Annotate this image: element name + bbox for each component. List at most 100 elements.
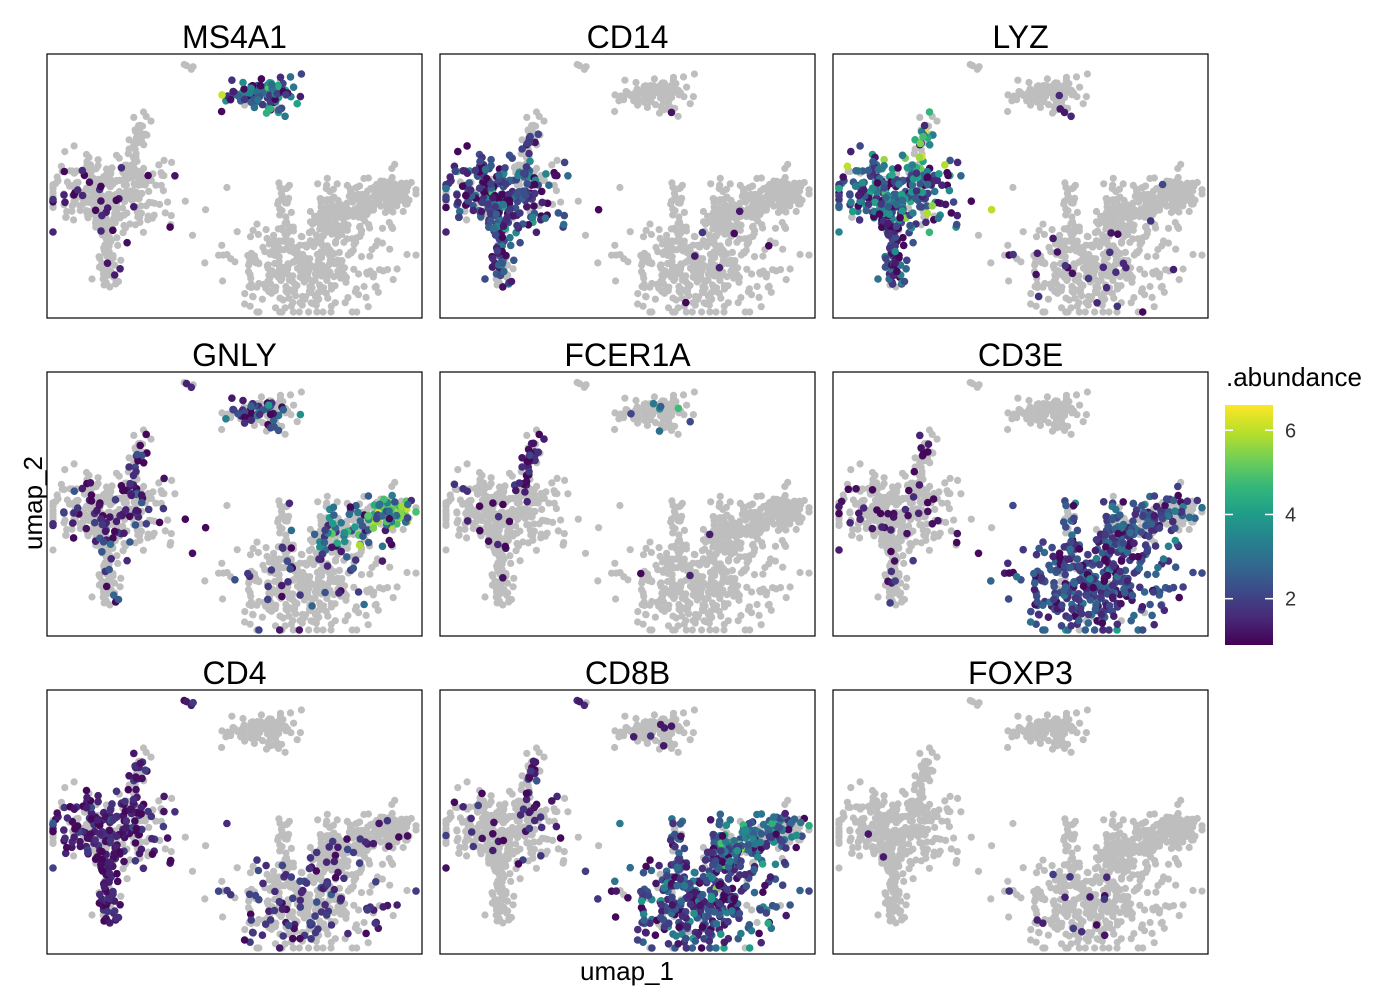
cell-point xyxy=(117,574,125,582)
cell-point xyxy=(1113,308,1121,316)
expressing-cell-point xyxy=(454,147,462,156)
cell-point xyxy=(343,181,351,189)
cell-point xyxy=(757,303,765,311)
cell-point xyxy=(727,203,735,211)
cell-point xyxy=(669,183,677,191)
expressing-cell-point xyxy=(551,171,559,180)
expressing-cell-point xyxy=(892,222,901,230)
cell-point xyxy=(78,518,87,526)
expressing-cell-point xyxy=(912,169,921,177)
expressing-cell-point xyxy=(698,228,707,237)
cell-point xyxy=(126,169,135,177)
cell-point xyxy=(182,62,191,70)
cell-point xyxy=(282,213,290,221)
cell-point xyxy=(262,544,270,552)
expressing-cell-point xyxy=(493,247,502,255)
cell-point xyxy=(78,200,87,208)
expressing-cell-point xyxy=(246,89,254,97)
cell-point xyxy=(373,237,382,245)
cell-point xyxy=(1039,220,1047,228)
cell-point xyxy=(1162,193,1170,201)
cell-point xyxy=(646,220,654,228)
expressing-cell-point xyxy=(952,220,961,229)
cell-point xyxy=(244,251,252,260)
cell-point xyxy=(1054,80,1062,88)
cell-point xyxy=(750,253,759,261)
cell-point xyxy=(1048,226,1056,234)
cell-point xyxy=(124,175,132,183)
cell-point xyxy=(736,235,744,243)
expressing-cell-point xyxy=(909,209,917,217)
cell-point xyxy=(1050,277,1058,285)
cell-point xyxy=(314,180,322,188)
cell-point xyxy=(83,158,91,166)
expressing-cell-point xyxy=(917,203,926,211)
expressing-cell-point xyxy=(545,181,553,189)
cell-point xyxy=(722,201,730,209)
cell-point xyxy=(655,226,663,234)
expressing-cell-point xyxy=(49,195,57,204)
cell-point xyxy=(161,527,169,535)
cell-point xyxy=(364,194,372,202)
cell-point xyxy=(297,273,305,281)
expressing-cell-point xyxy=(526,157,534,166)
expressing-cell-point xyxy=(442,203,450,212)
expressing-cell-point xyxy=(871,198,879,207)
expressing-cell-point xyxy=(466,186,475,194)
facet-panel-ms4a1: MS4A1 xyxy=(46,19,423,319)
expressing-cell-point xyxy=(455,213,463,221)
cell-point xyxy=(699,207,707,216)
cell-point xyxy=(133,133,141,141)
cell-point xyxy=(1083,70,1091,78)
cell-point xyxy=(124,150,132,158)
cell-point xyxy=(393,265,401,273)
expressing-cell-point xyxy=(1084,274,1093,283)
expressing-cell-point xyxy=(862,206,871,215)
expressing-cell-point xyxy=(103,204,112,212)
cell-point xyxy=(102,171,110,179)
cell-point xyxy=(279,296,287,304)
facet-title: LYZ xyxy=(992,19,1048,55)
cell-point xyxy=(745,184,753,192)
cell-point xyxy=(355,270,363,278)
cell-point xyxy=(749,223,757,231)
expressing-cell-point xyxy=(1112,268,1120,276)
expressing-cell-point xyxy=(1114,230,1122,238)
expressing-cell-point xyxy=(691,252,699,260)
cell-point xyxy=(156,200,164,208)
cell-point xyxy=(1141,270,1149,278)
cell-point xyxy=(968,62,977,70)
cell-point xyxy=(523,113,531,121)
expressing-cell-point xyxy=(218,91,226,99)
expressing-cell-point xyxy=(888,171,896,179)
cell-point xyxy=(762,199,770,208)
cell-point xyxy=(267,248,275,256)
cell-point xyxy=(771,224,780,232)
expressing-cell-point xyxy=(475,184,484,192)
cell-point xyxy=(1129,199,1137,207)
cell-point xyxy=(1056,236,1064,244)
expressing-cell-point xyxy=(491,231,500,239)
cell-point xyxy=(246,233,255,241)
cell-point xyxy=(672,296,680,304)
cell-point xyxy=(188,231,197,239)
cell-point xyxy=(251,256,260,264)
expressing-cell-point xyxy=(446,173,454,181)
cell-point xyxy=(1134,190,1142,198)
expressing-cell-point xyxy=(229,87,238,96)
cell-point xyxy=(716,174,724,182)
cell-point xyxy=(388,164,396,173)
expressing-cell-point xyxy=(869,157,877,166)
cell-point xyxy=(253,283,261,291)
cell-point xyxy=(759,224,767,232)
expressing-cell-point xyxy=(519,187,528,195)
cell-point xyxy=(1135,246,1143,254)
expressing-cell-point xyxy=(73,186,82,194)
cell-point xyxy=(119,522,127,530)
cell-point xyxy=(312,301,320,309)
cell-point xyxy=(548,161,556,169)
cell-point xyxy=(1136,265,1144,273)
expressing-cell-point xyxy=(906,221,914,230)
cell-point xyxy=(1004,241,1012,249)
expressing-cell-point xyxy=(502,180,510,188)
